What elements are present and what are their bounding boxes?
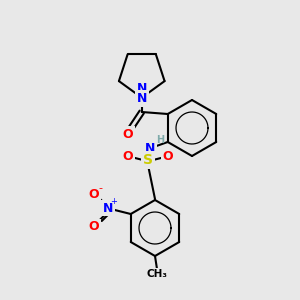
Text: N: N xyxy=(136,82,147,95)
Text: S: S xyxy=(143,153,153,167)
Text: -: - xyxy=(99,183,103,193)
Text: O: O xyxy=(122,128,133,140)
Text: +: + xyxy=(110,196,117,206)
Text: N: N xyxy=(103,202,113,214)
Text: N: N xyxy=(136,92,147,105)
Text: H: H xyxy=(156,135,164,145)
Text: CH₃: CH₃ xyxy=(146,269,167,279)
Text: N: N xyxy=(145,142,155,154)
Text: O: O xyxy=(163,151,173,164)
Text: O: O xyxy=(88,220,99,233)
Text: O: O xyxy=(88,188,99,200)
Text: O: O xyxy=(123,151,133,164)
